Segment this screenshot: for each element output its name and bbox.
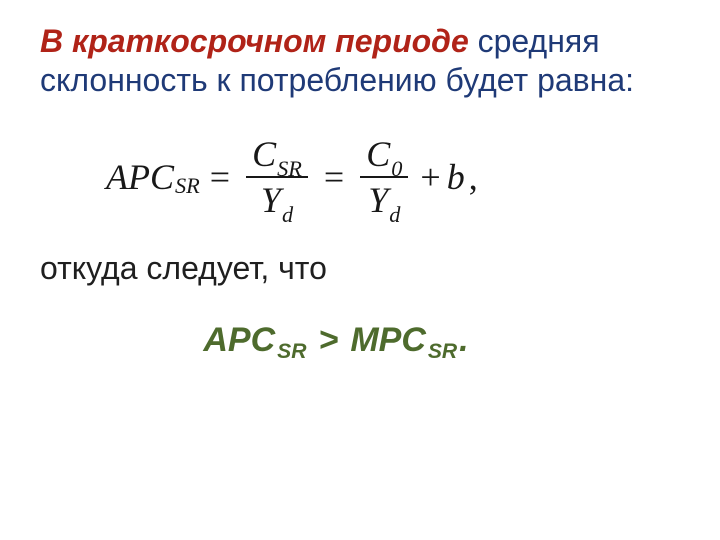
formula: APCSR = CSR Yd = C0 Yd + <box>106 134 692 220</box>
ineq-left-sub: SR <box>277 340 306 364</box>
apc-sub: SR <box>175 173 200 199</box>
frac2-den-base: Y <box>368 182 388 218</box>
ineq-operator: > <box>318 321 338 360</box>
frac2-num-sub: 0 <box>391 158 402 180</box>
equals-1: = <box>210 156 230 198</box>
plus-sign: + <box>420 156 440 198</box>
equals-2: = <box>324 156 344 198</box>
trailing-comma: , <box>469 156 478 198</box>
apc-base: APC <box>106 156 174 198</box>
frac1-numerator: CSR <box>246 134 308 174</box>
inequality-block: АРСSR > МРСSR. <box>40 321 692 360</box>
lead-paragraph: В краткосрочном периоде средняя склоннос… <box>40 22 692 100</box>
frac2-den-sub: d <box>389 204 400 226</box>
frac2-denominator: Yd <box>362 180 406 220</box>
frac1-num-base: C <box>252 136 276 172</box>
follows-text: откуда следует, что <box>40 250 692 287</box>
frac2-num-base: C <box>366 136 390 172</box>
ineq-period: . <box>459 321 468 360</box>
inequality: АРСSR > МРСSR. <box>203 321 468 360</box>
ineq-left-base: АРС <box>203 321 275 360</box>
frac1-num-sub: SR <box>277 158 302 180</box>
lead-emphasis: В краткосрочном периоде <box>40 23 469 59</box>
ineq-right-base: МРС <box>350 321 426 360</box>
frac1-den-base: Y <box>261 182 281 218</box>
formula-block: APCSR = CSR Yd = C0 Yd + <box>106 134 692 220</box>
slide: В краткосрочном периоде средняя склоннос… <box>0 0 720 540</box>
frac1-den-sub: d <box>282 204 293 226</box>
fraction-1: CSR Yd <box>246 134 308 220</box>
ineq-right-sub: SR <box>428 340 457 364</box>
frac1-denominator: Yd <box>255 180 299 220</box>
tail-b: b <box>447 156 465 198</box>
fraction-2: C0 Yd <box>360 134 408 220</box>
frac2-numerator: C0 <box>360 134 408 174</box>
